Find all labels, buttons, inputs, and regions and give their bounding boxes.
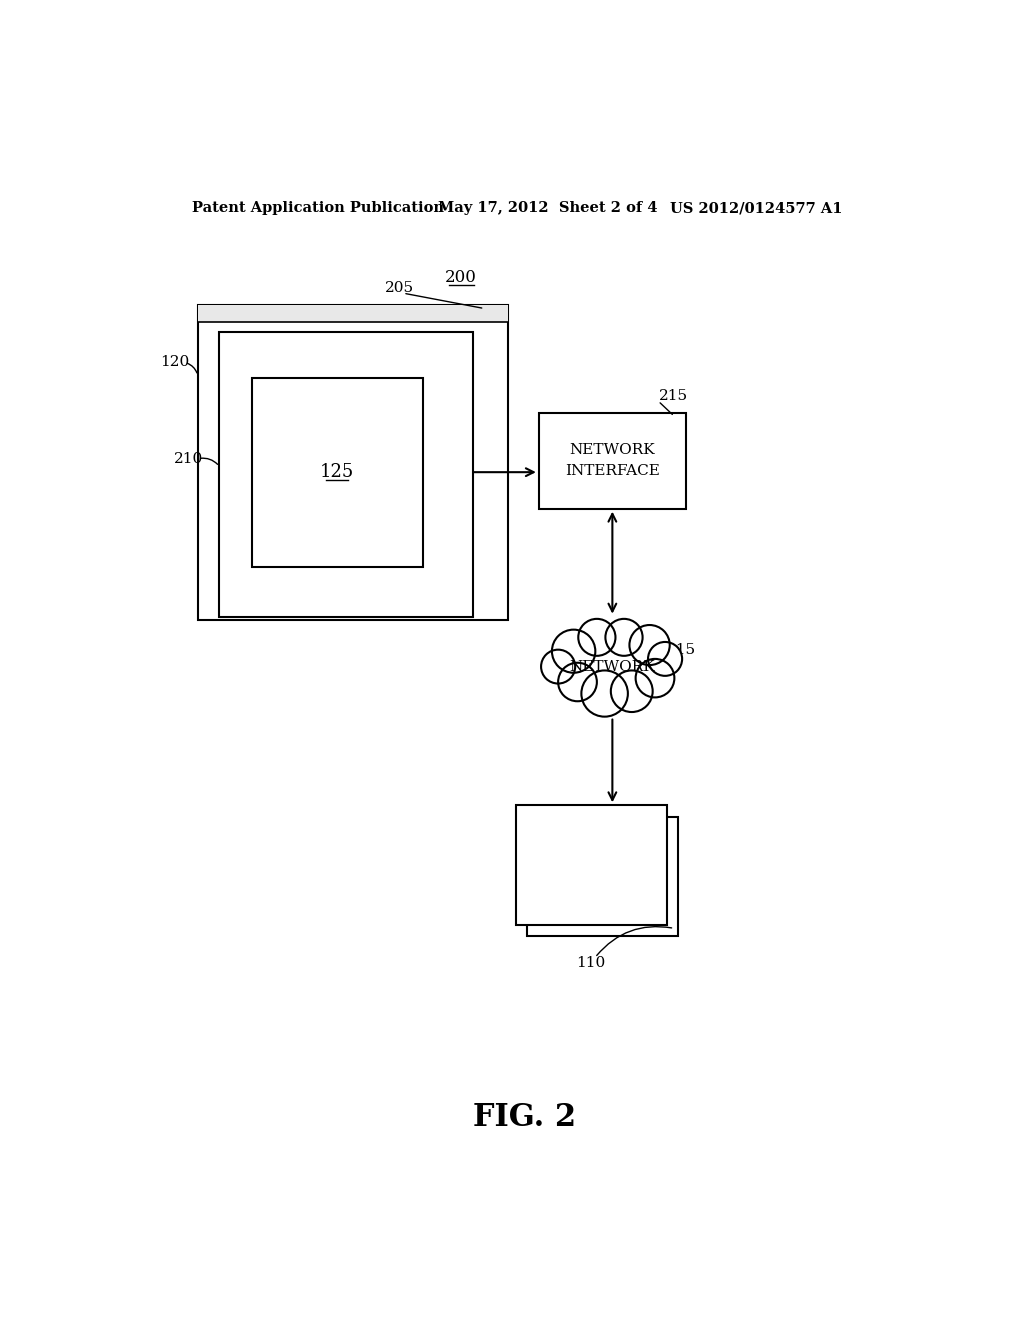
Bar xyxy=(515,805,667,924)
Bar xyxy=(252,378,423,566)
Text: 110: 110 xyxy=(577,956,605,970)
Text: May 17, 2012  Sheet 2 of 4: May 17, 2012 Sheet 2 of 4 xyxy=(438,202,657,215)
Bar xyxy=(219,331,473,616)
Bar xyxy=(527,817,678,936)
Circle shape xyxy=(582,671,628,717)
Circle shape xyxy=(630,626,670,665)
Text: Patent Application Publication: Patent Application Publication xyxy=(191,202,443,215)
Bar xyxy=(198,305,508,322)
Circle shape xyxy=(541,649,575,684)
Text: US 2012/0124577 A1: US 2012/0124577 A1 xyxy=(671,202,843,215)
Circle shape xyxy=(552,630,595,673)
Text: 125: 125 xyxy=(321,463,354,482)
Text: FIG. 2: FIG. 2 xyxy=(473,1102,577,1133)
Text: 210: 210 xyxy=(174,451,203,466)
Circle shape xyxy=(558,663,597,701)
Circle shape xyxy=(579,619,615,656)
Bar xyxy=(198,305,508,620)
Circle shape xyxy=(611,671,652,711)
Bar xyxy=(539,412,686,508)
Text: NETWORK: NETWORK xyxy=(569,660,655,673)
Text: NETWORK
INTERFACE: NETWORK INTERFACE xyxy=(565,444,659,478)
Text: 115: 115 xyxy=(667,643,695,656)
Text: 205: 205 xyxy=(385,281,414,294)
Circle shape xyxy=(605,619,643,656)
Text: 215: 215 xyxy=(658,388,688,403)
Text: 120: 120 xyxy=(160,355,189,370)
Text: 200: 200 xyxy=(445,269,477,286)
Circle shape xyxy=(636,659,675,697)
Circle shape xyxy=(648,642,682,676)
